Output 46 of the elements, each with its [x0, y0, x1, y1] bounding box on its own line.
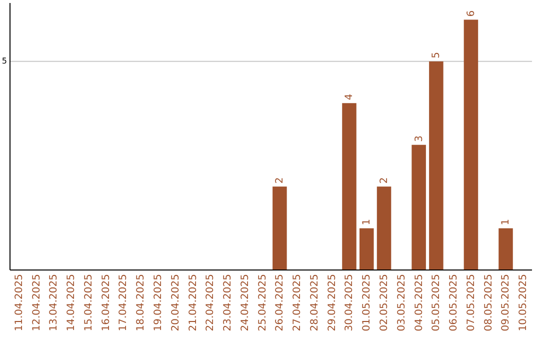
data-label: 2: [274, 177, 286, 184]
data-label: 2: [379, 177, 390, 184]
x-tick-label: 28.04.2025: [309, 274, 320, 332]
x-tick-label: 20.04.2025: [170, 274, 182, 332]
x-tick-label: 01.05.2025: [362, 274, 373, 332]
x-tick-label: 26.04.2025: [274, 274, 286, 332]
x-tick-label: 27.04.2025: [292, 274, 304, 332]
bar: [464, 20, 478, 270]
x-tick-label: 03.05.2025: [396, 274, 408, 332]
x-tick-label: 02.05.2025: [379, 274, 390, 332]
x-tick-label: 30.04.2025: [344, 274, 356, 332]
x-tick-label: 04.05.2025: [414, 274, 425, 332]
data-label: 1: [362, 218, 373, 226]
bar: [272, 186, 287, 270]
x-tick-label: 06.05.2025: [448, 274, 460, 332]
x-tick-label: 16.04.2025: [100, 274, 112, 332]
bar: [376, 186, 392, 270]
x-tick-label: 08.05.2025: [483, 274, 494, 332]
bar: [498, 228, 513, 270]
x-tick-label: 09.05.2025: [500, 274, 512, 332]
x-tick-label: 19.04.2025: [152, 274, 164, 332]
x-tick-label: 11.04.2025: [14, 274, 25, 332]
data-label: 1: [500, 218, 512, 226]
x-tick-label: 23.04.2025: [222, 274, 234, 332]
x-tick-label: 25.04.2025: [257, 274, 268, 332]
x-tick-label: 29.04.2025: [326, 274, 338, 332]
x-tick-label: 10.05.2025: [518, 274, 530, 332]
bar: [360, 228, 374, 270]
x-tick-label: 12.04.2025: [31, 274, 42, 332]
data-label: 3: [414, 135, 425, 142]
bar: [342, 103, 356, 270]
data-label: 5: [431, 52, 442, 58]
x-tick-label: 14.04.2025: [66, 274, 78, 332]
bar: [429, 61, 444, 270]
x-tick-label: 07.05.2025: [466, 274, 477, 332]
data-label: 6: [466, 10, 477, 17]
x-tick-label: 13.04.2025: [48, 274, 60, 332]
x-tick-label: 21.04.2025: [188, 274, 199, 332]
x-tick-label: 17.04.2025: [118, 274, 130, 332]
x-tick-label: 18.04.2025: [136, 274, 147, 332]
x-tick-label: 15.04.2025: [83, 274, 94, 332]
x-tick-label: 24.04.2025: [240, 274, 251, 332]
data-label: 4: [344, 94, 356, 100]
x-tick-label: 22.04.2025: [205, 274, 216, 332]
x-tick-label: 05.05.2025: [431, 274, 442, 332]
bar: [412, 144, 426, 270]
